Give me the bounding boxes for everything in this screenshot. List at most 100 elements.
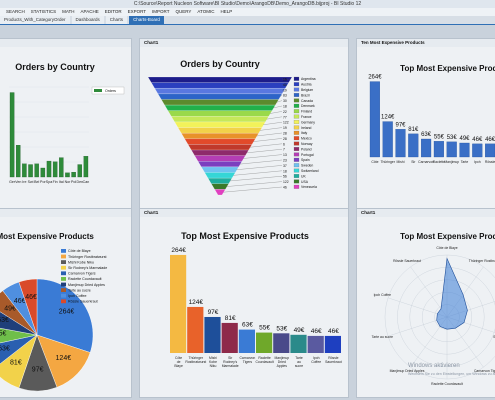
legend-label: Rössle Sauerkraut — [68, 300, 98, 304]
orders-bar-chart: Orders by Country Ger Ven Ire Swi Bel Por Spa Fi… — [0, 47, 131, 215]
legend-label: Tarte au sucre — [68, 288, 91, 292]
x-tick-label: Fin — [53, 180, 58, 184]
menu-item-statistics[interactable]: STATISTICS — [30, 9, 57, 14]
slice-label: 46€ — [25, 294, 37, 301]
panel-header — [0, 39, 131, 47]
panel-top-products-color-bar[interactable]: Chart1 Top Most Expensive Products 264€ Cô… — [139, 208, 349, 398]
tab-1[interactable]: Dashboards — [71, 16, 104, 24]
tab-3[interactable]: Charts-Board — [129, 16, 164, 24]
x-tick-label: Rostbratwurst — [185, 360, 206, 364]
legend-swatch — [293, 76, 300, 81]
panel-top-products-pie[interactable]: Top Most Expensive Products 264€ Côte de B… — [0, 208, 132, 398]
legend-swatch — [293, 103, 300, 108]
legend-label: Manjimup Dried Apples — [68, 283, 105, 287]
funnel-segment — [187, 144, 253, 151]
panel-top-products-bar[interactable]: Ten Most Expensive Products Top Most Exp… — [356, 38, 495, 216]
funnel-segment — [177, 127, 263, 134]
x-tick-label: Ital — [59, 180, 64, 184]
menu-item-search[interactable]: SEARCH — [6, 9, 25, 14]
menu-item-apache[interactable]: APACHE — [80, 9, 99, 14]
axis-label: Thüringer Rostbratwurst — [469, 259, 495, 263]
panel-top-products-radar[interactable]: Chart1 Top Most Expensive Products Côte d… — [356, 208, 495, 398]
menu-item-atomic[interactable]: ATOMIC — [197, 9, 215, 14]
axis-label: Sir Rodney's Marmalade — [493, 335, 495, 339]
x-tick-label: Carnarvon — [239, 356, 255, 360]
menu-item-editor[interactable]: EDITOR — [104, 9, 122, 14]
data-label: 19 — [283, 126, 287, 130]
x-tick-label: Apples — [277, 364, 288, 368]
x-tick-label: Den — [76, 180, 83, 184]
menu-item-math[interactable]: MATH — [62, 9, 75, 14]
legend-label: Thüringer Rostbratwurst — [68, 255, 107, 259]
x-tick-label: Côte — [175, 356, 182, 360]
legend-label: Portugal — [301, 153, 314, 157]
bar — [290, 334, 307, 353]
x-tick-label: Por — [40, 180, 46, 184]
orders-funnel-chart: Orders by Country 16 Argentina 40 Austria 19 B… — [140, 47, 348, 215]
slice-label: 81€ — [10, 360, 22, 367]
data-label: 49€ — [459, 136, 470, 142]
data-label: 83 — [283, 94, 287, 98]
products-color-bar-chart: Top Most Expensive Products 264€ CôtedeBla… — [140, 217, 348, 397]
data-label: 18 — [283, 169, 287, 173]
bar — [433, 141, 444, 158]
data-label: 77 — [283, 115, 287, 119]
bar — [204, 316, 221, 353]
leader-line — [236, 165, 283, 170]
legend-swatch — [293, 114, 300, 119]
leader-line — [281, 89, 284, 92]
legend-label: Poland — [301, 147, 312, 151]
data-label: 55€ — [259, 325, 270, 332]
bar — [273, 333, 290, 353]
funnel-segment — [214, 189, 226, 196]
legend-swatch — [293, 168, 300, 173]
funnel-segment — [194, 155, 246, 162]
slice-label: 55€ — [0, 331, 7, 338]
leader-line — [281, 84, 287, 86]
dashboard-workspace: Orders by Country Ger Ven Ire Swi Bel Por Spa Fi… — [0, 26, 495, 400]
tab-0[interactable]: Products_With_CategoryOrder — [0, 16, 70, 24]
menu-item-export[interactable]: EXPORT — [127, 9, 147, 14]
bar — [65, 172, 70, 178]
tab-2[interactable]: Charts — [105, 16, 128, 24]
bar — [421, 138, 432, 158]
chart-title: Top Most Expensive Products — [400, 232, 495, 241]
legend-label: UK — [301, 174, 306, 178]
slice-label: 46€ — [14, 298, 26, 305]
slice-label: 124€ — [56, 355, 72, 362]
legend-box — [91, 86, 125, 95]
legend-swatch — [293, 147, 300, 151]
x-tick-label: Ire — [22, 180, 26, 184]
legend-label: Belgium — [301, 88, 313, 92]
funnel-segment — [181, 133, 259, 139]
x-tick-label: sucre — [295, 364, 303, 368]
panel-orders-bar[interactable]: Orders by Country Ger Ven Ire Swi Bel Por Spa Fi… — [0, 38, 132, 216]
menu-item-import[interactable]: IMPORT — [152, 9, 170, 14]
axis-label: Carnarvon Tigers — [474, 369, 495, 373]
leader-line — [266, 116, 283, 120]
slice-label: 97€ — [32, 366, 44, 373]
legend-swatch — [61, 265, 66, 270]
menu-item-help[interactable]: HELP — [220, 9, 233, 14]
legend-label: Spain — [301, 158, 310, 162]
axis-label: Tarte au sucre — [372, 335, 394, 339]
x-tick-label: Raclette — [433, 160, 446, 164]
bar — [34, 163, 39, 178]
legend-swatch — [293, 87, 300, 92]
leader-line — [243, 154, 283, 159]
legend-swatch — [293, 93, 300, 97]
panel-orders-funnel[interactable]: Chart1 Orders by Country 16 Argentina 40 Aus… — [139, 38, 349, 216]
legend-label: Norway — [301, 142, 313, 146]
legend-swatch — [293, 184, 300, 189]
pie-slice — [18, 278, 38, 336]
chart-background — [0, 47, 131, 215]
leader-line — [223, 186, 283, 193]
data-label: 37 — [283, 164, 287, 168]
legend-label: Côte de Blaye — [68, 249, 91, 253]
x-tick-label: Carnarvon — [418, 160, 434, 164]
chart-title: Orders by Country — [15, 62, 95, 72]
leader-line — [279, 95, 283, 97]
menu-item-query[interactable]: QUERY — [175, 9, 192, 14]
funnel-segment — [147, 76, 293, 83]
x-tick-label: Ger — [9, 180, 16, 184]
